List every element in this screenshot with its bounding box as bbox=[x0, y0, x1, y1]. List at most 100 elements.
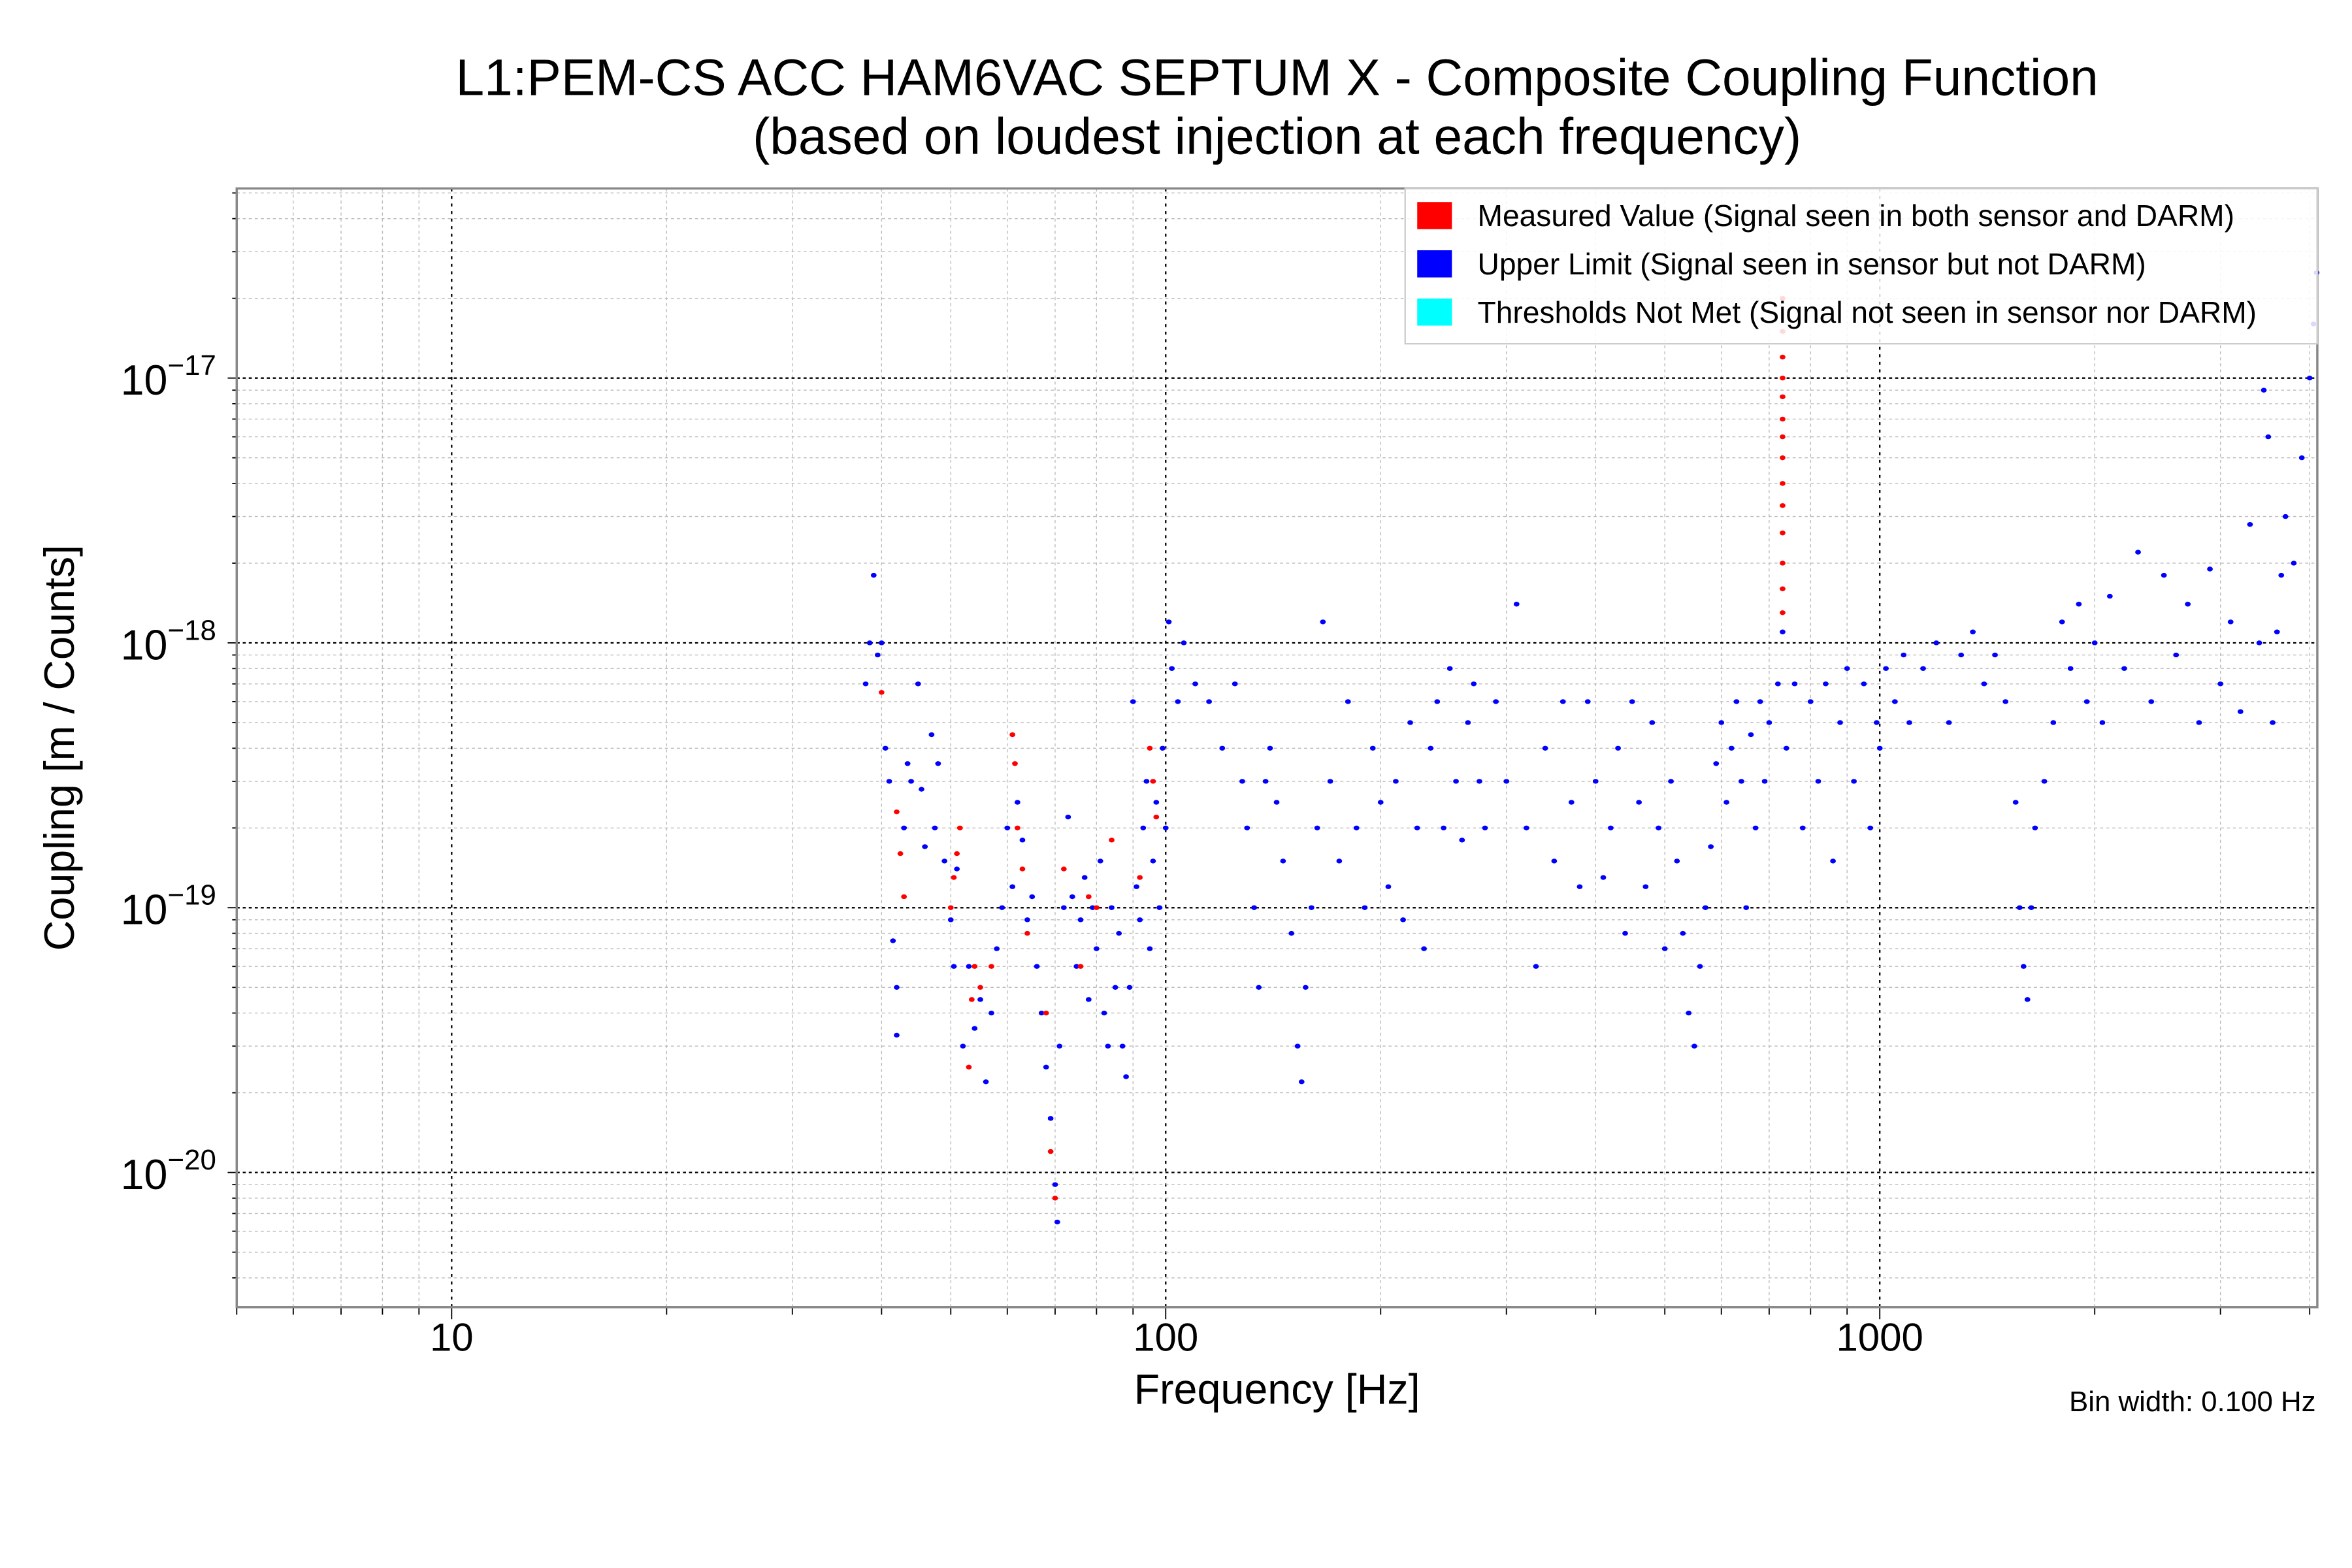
measured-value-point bbox=[897, 851, 904, 857]
upper-limit-point bbox=[862, 681, 869, 687]
upper-limit-point bbox=[1783, 745, 1789, 751]
legend-label-upper-limit: Upper Limit (Signal seen in sensor but n… bbox=[1478, 247, 2146, 281]
upper-limit-point bbox=[954, 866, 960, 872]
upper-limit-point bbox=[947, 917, 954, 923]
measured-value-point bbox=[1780, 375, 1786, 381]
plot-frame bbox=[235, 187, 2319, 1309]
measured-value-point bbox=[1014, 825, 1021, 830]
upper-limit-point bbox=[1774, 681, 1781, 687]
upper-limit-point bbox=[1576, 884, 1583, 889]
upper-limit-point bbox=[1807, 699, 1814, 704]
measured-value-point bbox=[1780, 586, 1786, 591]
upper-limit-point bbox=[2032, 825, 2038, 830]
upper-limit-point bbox=[1513, 602, 1520, 607]
upper-limit-point bbox=[1043, 1064, 1049, 1070]
upper-limit-point bbox=[1101, 1010, 1107, 1016]
upper-limit-point bbox=[2282, 514, 2289, 519]
upper-limit-point bbox=[1933, 640, 1940, 645]
upper-limit-point bbox=[2265, 434, 2272, 440]
upper-limit-point bbox=[901, 825, 907, 830]
upper-limit-point bbox=[1162, 825, 1169, 830]
upper-limit-point bbox=[904, 761, 911, 766]
upper-limit-point bbox=[2135, 549, 2141, 555]
upper-limit-point bbox=[1441, 825, 1446, 830]
measured-value-point bbox=[956, 825, 963, 830]
upper-limit-point bbox=[1137, 917, 1143, 923]
upper-limit-point bbox=[1093, 946, 1100, 951]
upper-limit-point bbox=[1453, 779, 1459, 784]
upper-limit-point bbox=[941, 858, 948, 864]
upper-limit-point bbox=[1668, 779, 1674, 784]
upper-limit-point bbox=[928, 732, 935, 738]
upper-limit-point bbox=[2298, 455, 2305, 461]
measured-value-point bbox=[1153, 814, 1160, 820]
upper-limit-point bbox=[1708, 844, 1714, 849]
chart-title: L1:PEM-CS ACC HAM6VAC SEPTUM X - Composi… bbox=[455, 48, 2098, 106]
measured-value-point bbox=[1780, 455, 1786, 461]
measured-value-point bbox=[1085, 894, 1092, 900]
upper-limit-point bbox=[1766, 720, 1772, 725]
upper-limit-point bbox=[1336, 858, 1343, 864]
upper-limit-point bbox=[1156, 905, 1163, 910]
upper-limit-point bbox=[1065, 814, 1071, 820]
upper-limit-point bbox=[1069, 894, 1075, 900]
upper-limit-point bbox=[1465, 720, 1471, 725]
upper-limit-point bbox=[1533, 964, 1539, 969]
upper-limit-point bbox=[966, 964, 972, 969]
y-tick-exponent: −17 bbox=[167, 350, 216, 382]
upper-limit-point bbox=[894, 1032, 900, 1038]
upper-limit-point bbox=[1867, 825, 1874, 830]
measured-value-point bbox=[972, 964, 978, 969]
upper-limit-point bbox=[1876, 745, 1883, 751]
measured-value-point bbox=[1109, 838, 1115, 843]
upper-limit-point bbox=[2050, 720, 2057, 725]
upper-limit-point bbox=[1713, 761, 1720, 766]
legend-label-measured: Measured Value (Signal seen in both sens… bbox=[1478, 199, 2234, 233]
upper-limit-point bbox=[919, 787, 924, 792]
upper-limit-point bbox=[1780, 629, 1786, 634]
chart-subtitle: (based on loudest injection at each freq… bbox=[753, 107, 1801, 165]
upper-limit-point bbox=[1029, 894, 1036, 900]
upper-limit-point bbox=[1752, 825, 1759, 830]
upper-limit-point bbox=[1077, 917, 1084, 923]
measured-value-point bbox=[1780, 394, 1786, 399]
upper-limit-point bbox=[1073, 964, 1080, 969]
upper-limit-point bbox=[1085, 997, 1092, 1002]
measured-value-point bbox=[988, 964, 994, 969]
measured-value-point bbox=[947, 905, 954, 910]
upper-limit-point bbox=[2041, 779, 2048, 784]
upper-limit-point bbox=[1060, 905, 1067, 910]
upper-limit-point bbox=[1428, 745, 1434, 751]
measured-value-point bbox=[894, 809, 900, 815]
upper-limit-point bbox=[1471, 681, 1477, 687]
upper-limit-point bbox=[2002, 699, 2009, 704]
upper-limit-point bbox=[1568, 800, 1575, 805]
upper-limit-point bbox=[1799, 825, 1806, 830]
upper-limit-point bbox=[2196, 720, 2202, 725]
upper-limit-point bbox=[1697, 964, 1703, 969]
upper-limit-point bbox=[2067, 666, 2074, 671]
upper-limit-point bbox=[1622, 930, 1628, 936]
upper-limit-point bbox=[1608, 825, 1614, 830]
upper-limit-point bbox=[922, 844, 928, 849]
upper-limit-point bbox=[1815, 779, 1821, 784]
upper-limit-point bbox=[1636, 800, 1642, 805]
data-points bbox=[862, 270, 2320, 1225]
upper-limit-point bbox=[2217, 681, 2224, 687]
upper-limit-point bbox=[1123, 1074, 1129, 1079]
measured-value-point bbox=[954, 851, 960, 857]
measured-value-point bbox=[1047, 1149, 1054, 1154]
upper-limit-point bbox=[1459, 838, 1465, 843]
upper-limit-point bbox=[1009, 884, 1016, 889]
upper-limit-point bbox=[1244, 825, 1250, 830]
upper-limit-point bbox=[1014, 800, 1021, 805]
upper-limit-point bbox=[1105, 1043, 1111, 1049]
legend: Measured Value (Signal seen in both sens… bbox=[1404, 188, 2319, 345]
upper-limit-point bbox=[2278, 572, 2285, 578]
legend-swatch-upper-limit bbox=[1417, 250, 1452, 278]
bin-width-annotation: Bin width: 0.100 Hz bbox=[2069, 1386, 2316, 1418]
legend-box bbox=[1404, 188, 2319, 345]
upper-limit-point bbox=[2024, 997, 2031, 1002]
upper-limit-point bbox=[1584, 699, 1591, 704]
